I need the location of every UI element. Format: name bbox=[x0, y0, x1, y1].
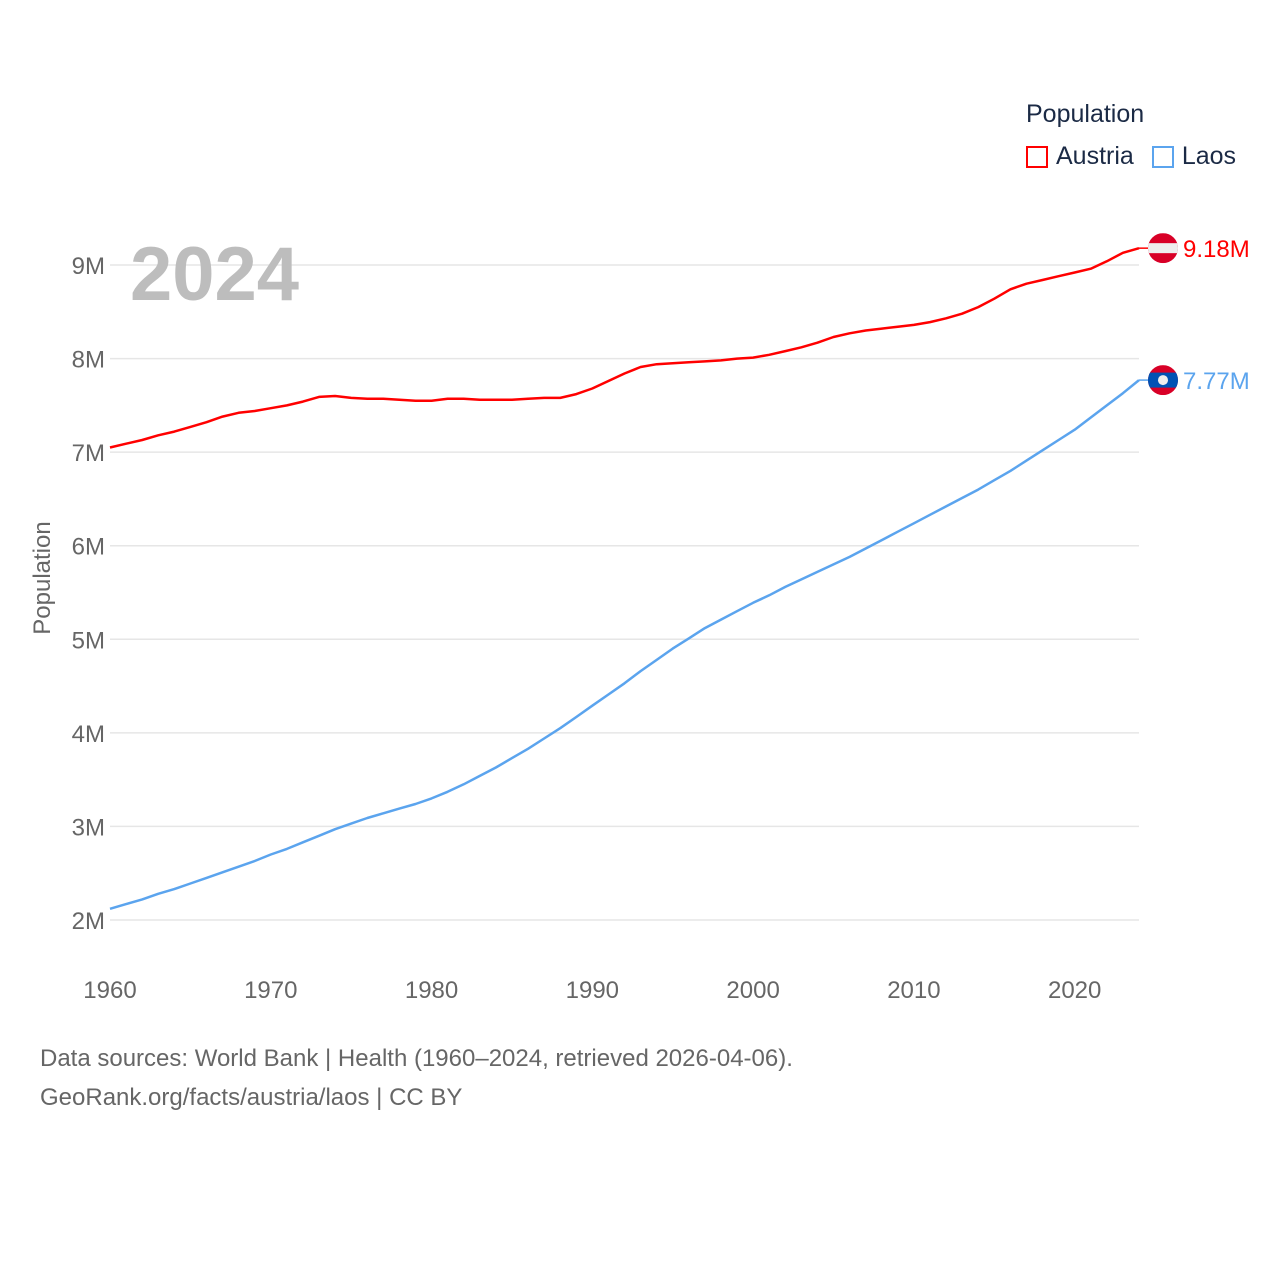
legend-label-laos[interactable]: Laos bbox=[1181, 142, 1237, 170]
x-tick-label: 1970 bbox=[244, 977, 297, 1004]
year-label: 2024 bbox=[130, 232, 299, 317]
y-tick-label: 7M bbox=[72, 440, 105, 467]
y-tick-label: 4M bbox=[72, 721, 105, 748]
y-tick-label: 8M bbox=[72, 347, 105, 374]
x-tick-label: 1960 bbox=[83, 977, 136, 1004]
series-line-austria bbox=[109, 246, 1140, 449]
y-tick-label: 2M bbox=[72, 908, 105, 935]
x-tick-label: 1980 bbox=[405, 977, 458, 1004]
y-axis-label: Population bbox=[29, 521, 56, 634]
footer-sources: Data sources: World Bank | Health (1960–… bbox=[40, 1045, 793, 1072]
y-tick-label: 9M bbox=[72, 253, 105, 280]
legend: Austria Laos bbox=[1026, 142, 1236, 171]
legend-title: Population bbox=[1026, 100, 1145, 128]
x-tick-label: 2000 bbox=[726, 977, 779, 1004]
y-tick-label: 6M bbox=[72, 534, 105, 561]
x-tick-label: 1990 bbox=[566, 977, 619, 1004]
end-value-label-laos: 7.77M bbox=[1183, 368, 1250, 395]
footer-link[interactable]: GeoRank.org/facts/austria/laos | CC BY bbox=[40, 1084, 463, 1111]
laos-flag-icon bbox=[1148, 365, 1178, 396]
end-value-label-austria: 9.18M bbox=[1183, 236, 1250, 263]
legend-label-austria[interactable]: Austria bbox=[1056, 142, 1134, 170]
y-tick-label: 5M bbox=[72, 627, 105, 654]
legend-swatch-austria[interactable] bbox=[1026, 145, 1048, 168]
series-line-laos bbox=[109, 379, 1140, 910]
x-tick-label: 2010 bbox=[887, 977, 940, 1004]
y-tick-label: 3M bbox=[72, 814, 105, 841]
austria-flag-icon bbox=[1148, 233, 1178, 264]
x-tick-label: 2020 bbox=[1048, 977, 1101, 1004]
legend-swatch-laos[interactable] bbox=[1151, 145, 1174, 168]
